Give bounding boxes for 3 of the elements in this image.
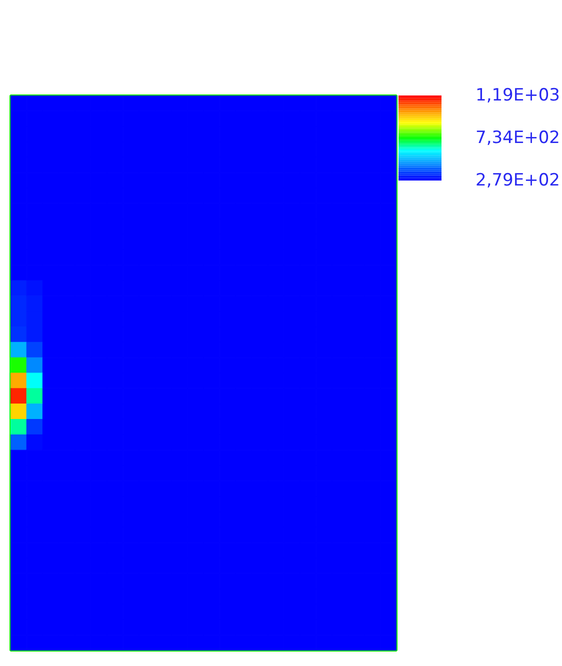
color-bar-label: 1,19E+03: [476, 86, 560, 106]
color-bar-label: 2,79E+02: [476, 170, 560, 190]
color-bar-label: 7,34E+02: [476, 128, 560, 148]
